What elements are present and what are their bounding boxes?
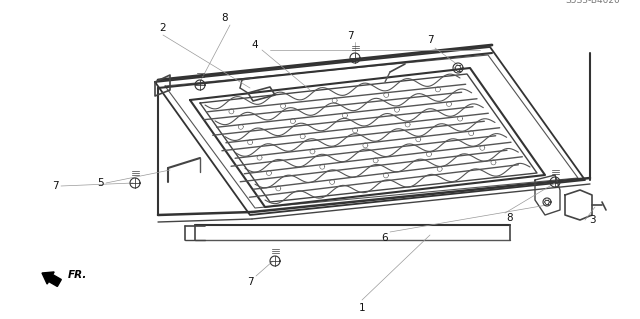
Text: 7: 7 <box>347 31 353 41</box>
Text: 6: 6 <box>381 233 388 243</box>
Text: 7: 7 <box>246 277 253 287</box>
Text: 8: 8 <box>221 13 228 23</box>
Text: 7: 7 <box>427 35 433 45</box>
FancyArrow shape <box>42 272 61 286</box>
Text: 8: 8 <box>507 213 513 223</box>
Text: 2: 2 <box>160 23 166 33</box>
Text: S5S3-B4020: S5S3-B4020 <box>565 0 620 5</box>
Text: 5: 5 <box>97 178 103 188</box>
Text: FR.: FR. <box>68 270 88 280</box>
Text: 3: 3 <box>589 215 595 225</box>
Text: 7: 7 <box>52 181 58 191</box>
Text: 1: 1 <box>358 303 365 313</box>
Text: 4: 4 <box>252 40 259 50</box>
